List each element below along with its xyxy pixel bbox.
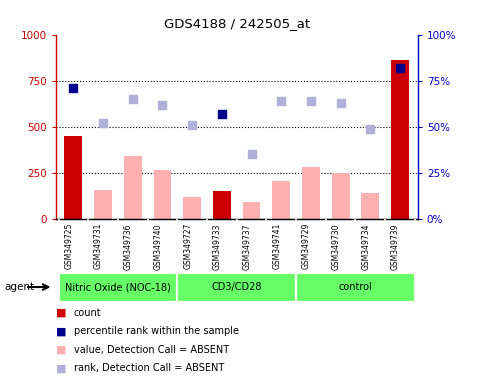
Point [158, 101, 166, 108]
Text: GSM349739: GSM349739 [391, 223, 400, 270]
Text: GSM349736: GSM349736 [124, 223, 133, 270]
Text: GSM349737: GSM349737 [242, 223, 252, 270]
Text: GSM349741: GSM349741 [272, 223, 281, 270]
Bar [213, 191, 231, 219]
Bar [177, 273, 296, 302]
Bar [94, 190, 112, 219]
Bar [272, 181, 290, 219]
Text: ■: ■ [56, 326, 66, 336]
Text: Nitric Oxide (NOC-18): Nitric Oxide (NOC-18) [65, 282, 171, 292]
Point [70, 85, 77, 91]
Point [129, 96, 137, 102]
Text: GSM349734: GSM349734 [361, 223, 370, 270]
Bar [332, 173, 350, 219]
Text: GSM349740: GSM349740 [154, 223, 162, 270]
Point [188, 122, 196, 128]
Text: value, Detection Call = ABSENT: value, Detection Call = ABSENT [74, 345, 229, 355]
Text: count: count [74, 308, 101, 318]
Point [248, 151, 256, 157]
Text: GSM349725: GSM349725 [64, 223, 73, 270]
Point [367, 126, 374, 132]
Bar [154, 170, 171, 219]
Text: control: control [339, 282, 372, 292]
Point [218, 111, 226, 117]
Point [99, 120, 107, 126]
Bar [361, 193, 379, 219]
Text: agent: agent [5, 282, 35, 292]
Bar [124, 156, 142, 219]
Point [337, 100, 344, 106]
Text: GSM349727: GSM349727 [183, 223, 192, 270]
Bar [296, 273, 415, 302]
Point [277, 98, 285, 104]
Text: GSM349730: GSM349730 [332, 223, 341, 270]
Point [396, 65, 404, 71]
Bar [302, 167, 320, 219]
Text: ■: ■ [56, 363, 66, 373]
Bar [58, 273, 177, 302]
Text: CD3/CD28: CD3/CD28 [212, 282, 262, 292]
Text: GSM349731: GSM349731 [94, 223, 103, 270]
Bar [64, 136, 82, 219]
Text: ■: ■ [56, 308, 66, 318]
Text: ■: ■ [56, 345, 66, 355]
Text: rank, Detection Call = ABSENT: rank, Detection Call = ABSENT [74, 363, 224, 373]
Text: GSM349729: GSM349729 [302, 223, 311, 270]
Bar [183, 197, 201, 219]
Text: GSM349733: GSM349733 [213, 223, 222, 270]
Bar [391, 60, 409, 219]
Point [307, 98, 315, 104]
Text: GDS4188 / 242505_at: GDS4188 / 242505_at [164, 17, 310, 30]
Bar [242, 202, 260, 219]
Text: percentile rank within the sample: percentile rank within the sample [74, 326, 239, 336]
